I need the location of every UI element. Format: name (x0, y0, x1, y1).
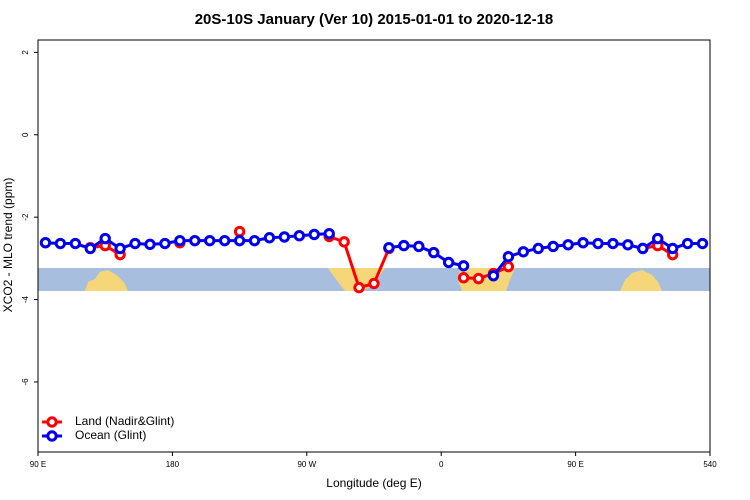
y-tick-label: 0 (21, 132, 30, 137)
data-point (189, 234, 201, 247)
data-point (293, 230, 306, 242)
data-point (457, 272, 470, 284)
data-point (248, 234, 261, 247)
data-point (577, 237, 589, 249)
data-point (696, 237, 709, 250)
x-tick-label: 90 E (30, 460, 46, 469)
data-point (383, 241, 395, 254)
data-point (666, 242, 679, 255)
data-point (39, 237, 52, 249)
x-tick-label: 180 (166, 460, 180, 469)
data-point (129, 237, 141, 250)
data-point (532, 242, 544, 255)
data-point (413, 240, 425, 253)
data-point (398, 239, 410, 252)
data-point (353, 281, 365, 294)
data-point (218, 234, 231, 247)
data-point (517, 246, 530, 258)
data-point (278, 231, 291, 243)
x-tick-label: 0 (439, 460, 444, 469)
data-point (637, 242, 649, 255)
data-point (263, 232, 276, 244)
data-point (204, 234, 216, 247)
data-point (592, 237, 604, 250)
legend-label: Land (Nadir&Glint) (75, 414, 174, 428)
x-tick-label: 90 W (297, 460, 316, 469)
data-point (174, 234, 186, 247)
plot-frame (37, 39, 711, 453)
data-point (457, 260, 470, 272)
data-point (368, 277, 380, 290)
data-point (233, 234, 246, 247)
y-tick-label: -4 (21, 295, 30, 303)
data-point (652, 232, 664, 245)
data-point (622, 239, 634, 251)
data-point (54, 237, 67, 250)
y-tick-label: -2 (21, 213, 30, 221)
data-point (502, 260, 515, 273)
data-point (487, 269, 500, 282)
data-point (338, 236, 350, 248)
chart-title: 20S-10S January (Ver 10) 2015-01-01 to 2… (195, 11, 554, 28)
y-tick-label: 2 (21, 50, 30, 55)
data-point (144, 238, 156, 251)
data-point (428, 246, 440, 259)
data-point (308, 228, 320, 241)
data-point (159, 237, 171, 250)
data-point (547, 240, 559, 253)
x-tick-label: 540 (703, 460, 717, 469)
legend-marker (46, 430, 58, 442)
x-tick-label: 90 E (567, 460, 583, 469)
data-point (681, 237, 694, 250)
data-point (562, 239, 574, 251)
legend-label: Ocean (Glint) (75, 428, 146, 442)
data-point (84, 242, 96, 255)
data-point (472, 272, 485, 285)
data-point (502, 251, 515, 263)
data-point (69, 237, 82, 250)
data-point (607, 237, 619, 250)
y-tick-label: -6 (21, 378, 30, 386)
legend-marker (46, 416, 58, 428)
data-point (99, 232, 111, 245)
data-point (442, 256, 455, 269)
x-axis-label: Longitude (deg E) (326, 476, 421, 490)
data-point (323, 227, 335, 240)
data-point (114, 242, 126, 255)
y-axis-label: XCO2 - MLO trend (ppm) (1, 178, 15, 313)
data-point (233, 225, 246, 238)
